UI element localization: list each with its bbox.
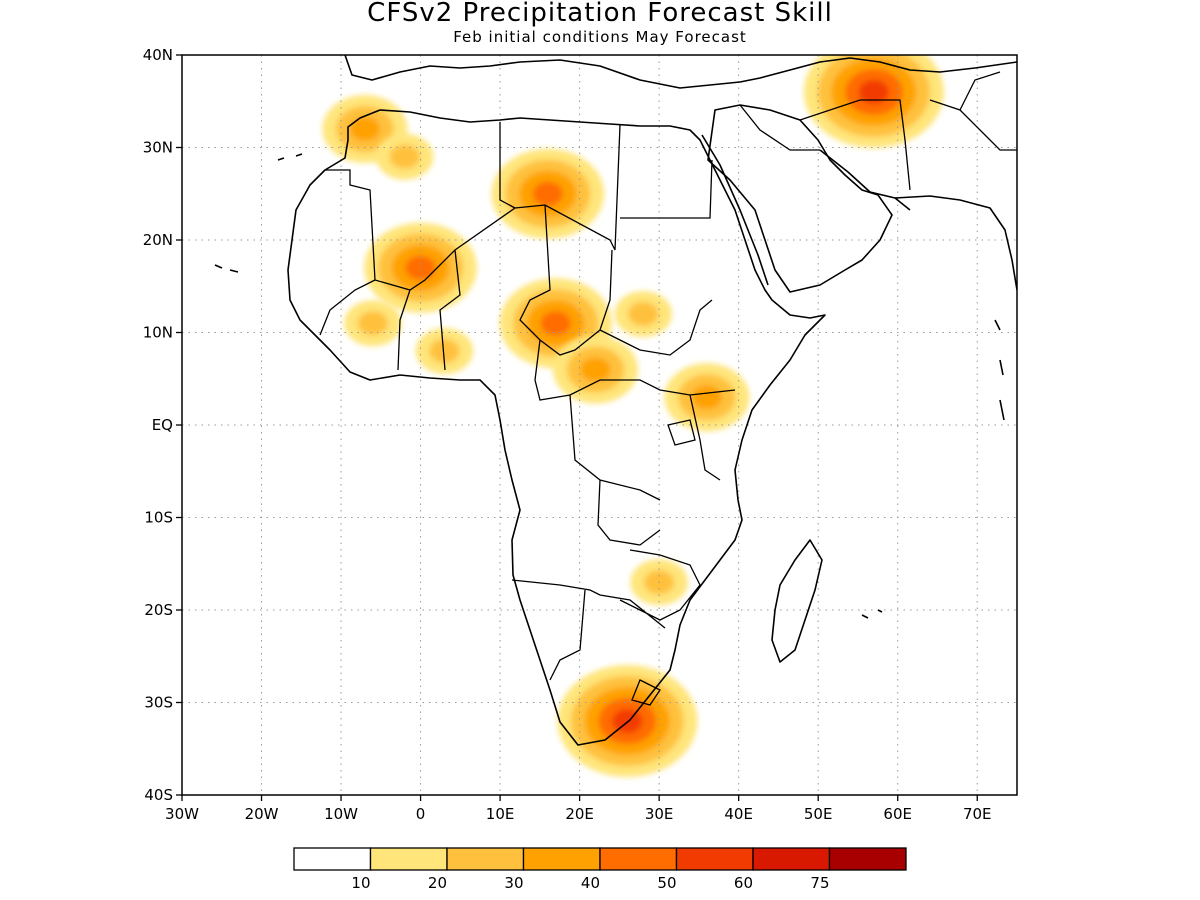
skill-region-1 bbox=[364, 222, 477, 313]
arabia-coastline bbox=[707, 104, 893, 293]
skill-region-5 bbox=[557, 665, 698, 777]
colorbar-label: 75 bbox=[810, 874, 829, 892]
colorbar-label: 50 bbox=[657, 874, 676, 892]
skill-region-6 bbox=[664, 363, 750, 432]
africa-coastline bbox=[287, 109, 826, 746]
lake-victoria bbox=[667, 419, 696, 446]
skill-region-11 bbox=[375, 133, 434, 180]
colorbar-label: 60 bbox=[734, 874, 753, 892]
lat-tick-label: 40S bbox=[144, 786, 173, 804]
lon-tick-label: 70E bbox=[963, 805, 992, 823]
border-lines bbox=[319, 122, 736, 706]
red-sea-coast bbox=[701, 134, 769, 286]
south-asia-coast bbox=[849, 57, 1017, 291]
skill-region-8 bbox=[553, 335, 639, 404]
coastlines bbox=[214, 55, 1017, 746]
colorbar-swatch-6 bbox=[675, 847, 754, 871]
indian-ocean-islands bbox=[861, 319, 1005, 619]
colorbar-swatch-5 bbox=[599, 847, 678, 871]
lon-tick-label: 40E bbox=[724, 805, 753, 823]
colorbar-label: 30 bbox=[504, 874, 523, 892]
colorbar-swatch-1 bbox=[293, 847, 372, 871]
map-subtitle: Feb initial conditions May Forecast bbox=[453, 28, 747, 46]
madagascar-coastline bbox=[771, 539, 823, 663]
lon-tick-label: 10W bbox=[324, 805, 358, 823]
colorbar-swatch-4 bbox=[522, 847, 601, 871]
skill-region-9 bbox=[614, 291, 672, 337]
colorbar-label: 40 bbox=[581, 874, 600, 892]
colorbar-swatch-3 bbox=[446, 847, 525, 871]
lat-tick-label: 20N bbox=[143, 231, 173, 249]
canary-islands bbox=[214, 153, 303, 273]
lat-tick-label: EQ bbox=[152, 416, 173, 434]
lon-tick-label: 10E bbox=[486, 805, 515, 823]
lon-tick-label: 60E bbox=[883, 805, 912, 823]
map-title: CFSv2 Precipitation Forecast Skill bbox=[367, 0, 833, 28]
skill-region-12 bbox=[344, 300, 402, 347]
country-borders bbox=[319, 71, 1017, 706]
grid-lines bbox=[182, 55, 1017, 795]
colorbar-label: 20 bbox=[428, 874, 447, 892]
colorbar-swatch-7 bbox=[752, 847, 831, 871]
colorbar: 10 20 30 40 50 60 75 bbox=[293, 847, 907, 892]
lat-tick-label: 10N bbox=[143, 324, 173, 342]
lon-tick-label: 30E bbox=[645, 805, 674, 823]
lat-tick-label: 10S bbox=[144, 509, 173, 527]
lat-tick-label: 30S bbox=[144, 694, 173, 712]
lon-tick-label: 20E bbox=[565, 805, 594, 823]
skill-region-13 bbox=[415, 328, 474, 374]
lat-tick-label: 30N bbox=[143, 139, 173, 157]
lat-tick-label: 40N bbox=[143, 46, 173, 64]
colorbar-swatch-8 bbox=[828, 847, 907, 871]
skill-region-3 bbox=[491, 148, 605, 239]
colorbar-label: 10 bbox=[351, 874, 370, 892]
middle-east-borders bbox=[739, 71, 1017, 191]
skill-region-4 bbox=[803, 55, 944, 148]
lat-tick-label: 20S bbox=[144, 601, 173, 619]
lon-tick-label: 30W bbox=[165, 805, 199, 823]
colorbar-swatch-2 bbox=[369, 847, 448, 871]
lon-tick-label: 20W bbox=[245, 805, 279, 823]
lon-tick-label: 0 bbox=[416, 805, 426, 823]
persian-gulf-coast bbox=[819, 149, 911, 211]
lon-tick-label: 50E bbox=[804, 805, 833, 823]
europe-coastline bbox=[344, 55, 851, 89]
skill-shading bbox=[322, 55, 944, 777]
